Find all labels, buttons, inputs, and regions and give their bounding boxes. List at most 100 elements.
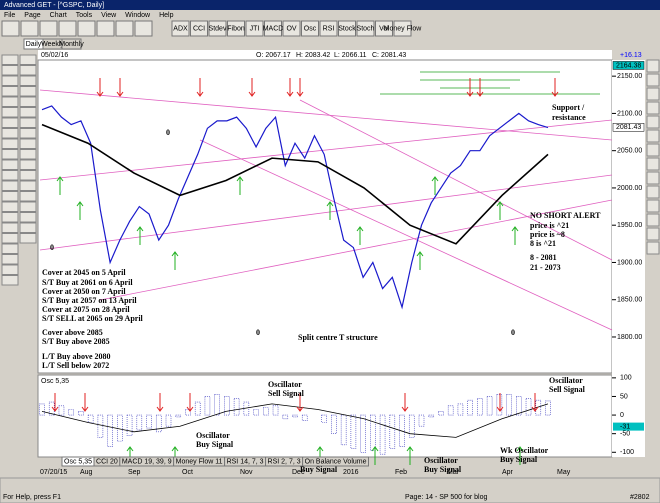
toolbar-button[interactable]: [171, 20, 190, 37]
toolbar-label[interactable]: Stoch: [357, 25, 375, 32]
indicator-tab-label[interactable]: Money Flow 11: [176, 458, 223, 465]
side-button[interactable]: [19, 180, 37, 191]
timeframe-label[interactable]: Monthly: [59, 41, 84, 48]
menu-item[interactable]: View: [101, 12, 117, 19]
toolbar-button[interactable]: [1, 20, 20, 37]
side-button[interactable]: [1, 170, 19, 181]
side-button[interactable]: [19, 96, 37, 107]
side-button[interactable]: [646, 59, 660, 73]
toolbar-label[interactable]: OV: [286, 25, 296, 32]
side-button[interactable]: [19, 159, 37, 170]
toolbar-label[interactable]: ADX: [173, 25, 188, 32]
side-button[interactable]: [19, 212, 37, 223]
toolbar-button[interactable]: [375, 20, 393, 37]
side-button[interactable]: [1, 117, 19, 128]
indicator-tab[interactable]: [302, 456, 369, 467]
side-button[interactable]: [19, 170, 37, 181]
side-button[interactable]: [19, 128, 37, 139]
side-button[interactable]: [19, 54, 37, 65]
side-button[interactable]: [1, 128, 19, 139]
side-button[interactable]: [1, 254, 19, 265]
side-button[interactable]: [1, 201, 19, 212]
side-button[interactable]: [1, 222, 19, 233]
side-button[interactable]: [1, 96, 19, 107]
indicator-tab-label[interactable]: CCI 20: [96, 458, 118, 465]
side-button[interactable]: [646, 73, 660, 87]
side-button[interactable]: [1, 191, 19, 202]
side-button[interactable]: [646, 115, 660, 129]
toolbar-label[interactable]: Money Flow: [384, 25, 423, 32]
menu-item[interactable]: Help: [159, 12, 174, 19]
toolbar-button[interactable]: [96, 20, 115, 37]
side-button[interactable]: [1, 138, 19, 149]
side-button[interactable]: [19, 233, 37, 244]
side-button[interactable]: [1, 180, 19, 191]
side-button[interactable]: [1, 159, 19, 170]
toolbar-button[interactable]: [190, 20, 208, 37]
side-button[interactable]: [1, 149, 19, 160]
side-button[interactable]: [1, 75, 19, 86]
toolbar-button[interactable]: [58, 20, 77, 37]
toolbar-button[interactable]: [319, 20, 338, 37]
side-button[interactable]: [646, 157, 660, 171]
toolbar-label[interactable]: RSI: [323, 25, 335, 32]
indicator-tab-label[interactable]: RSI 14, 7, 3: [227, 458, 264, 465]
toolbar-label[interactable]: MACD: [263, 25, 284, 32]
toolbar-label[interactable]: Stdev: [209, 25, 227, 32]
toolbar-button[interactable]: [393, 20, 412, 37]
toolbar-button[interactable]: [301, 20, 319, 37]
toolbar-button[interactable]: [356, 20, 375, 37]
side-button[interactable]: [1, 212, 19, 223]
menu-item[interactable]: Chart: [50, 12, 67, 19]
toolbar-button[interactable]: [245, 20, 264, 37]
indicator-tab-label[interactable]: MACD 19, 39, 9: [122, 458, 172, 465]
toolbar-button[interactable]: [282, 20, 301, 37]
side-button[interactable]: [19, 201, 37, 212]
side-button[interactable]: [19, 191, 37, 202]
side-button[interactable]: [1, 243, 19, 254]
side-button[interactable]: [1, 275, 19, 286]
side-button[interactable]: [1, 107, 19, 118]
menu-item[interactable]: File: [4, 12, 15, 19]
toolbar-button[interactable]: [134, 20, 153, 37]
toolbar-label[interactable]: Fibon: [227, 25, 245, 32]
timeframe-tab[interactable]: [61, 38, 82, 50]
side-button[interactable]: [646, 129, 660, 143]
side-button[interactable]: [1, 264, 19, 275]
toolbar-button[interactable]: [338, 20, 356, 37]
indicator-tab-label[interactable]: On Balance Volume: [305, 458, 367, 465]
side-button[interactable]: [1, 54, 19, 65]
side-button[interactable]: [1, 65, 19, 76]
toolbar-label[interactable]: Vol: [379, 25, 389, 32]
menu-item[interactable]: Window: [125, 12, 151, 19]
timeframe-label[interactable]: Daily: [26, 41, 42, 48]
toolbar-button[interactable]: [264, 20, 282, 37]
timeframe-label[interactable]: Weekly: [41, 41, 64, 48]
indicator-tab-label[interactable]: Osc 5,35: [64, 458, 92, 465]
side-button[interactable]: [1, 86, 19, 97]
menu-item[interactable]: Page: [24, 12, 40, 19]
side-button[interactable]: [19, 222, 37, 233]
side-button[interactable]: [646, 241, 660, 255]
toolbar-label[interactable]: JTI: [250, 25, 260, 32]
side-button[interactable]: [646, 101, 660, 115]
side-button[interactable]: [646, 143, 660, 157]
indicator-tab-label[interactable]: RSI 2, 7, 3: [268, 458, 301, 465]
side-button[interactable]: [1, 233, 19, 244]
side-button[interactable]: [646, 87, 660, 101]
toolbar-label[interactable]: CCI: [193, 25, 205, 32]
side-button[interactable]: [19, 65, 37, 76]
side-button[interactable]: [646, 171, 660, 185]
toolbar-button[interactable]: [20, 20, 39, 37]
toolbar-button[interactable]: [227, 20, 245, 37]
side-button[interactable]: [19, 107, 37, 118]
toolbar-button[interactable]: [208, 20, 227, 37]
toolbar-button[interactable]: [77, 20, 96, 37]
side-button[interactable]: [646, 213, 660, 227]
side-button[interactable]: [19, 149, 37, 160]
toolbar-button[interactable]: [39, 20, 58, 37]
toolbar-button[interactable]: [115, 20, 134, 37]
side-button[interactable]: [646, 199, 660, 213]
side-button[interactable]: [646, 185, 660, 199]
side-button[interactable]: [19, 86, 37, 97]
